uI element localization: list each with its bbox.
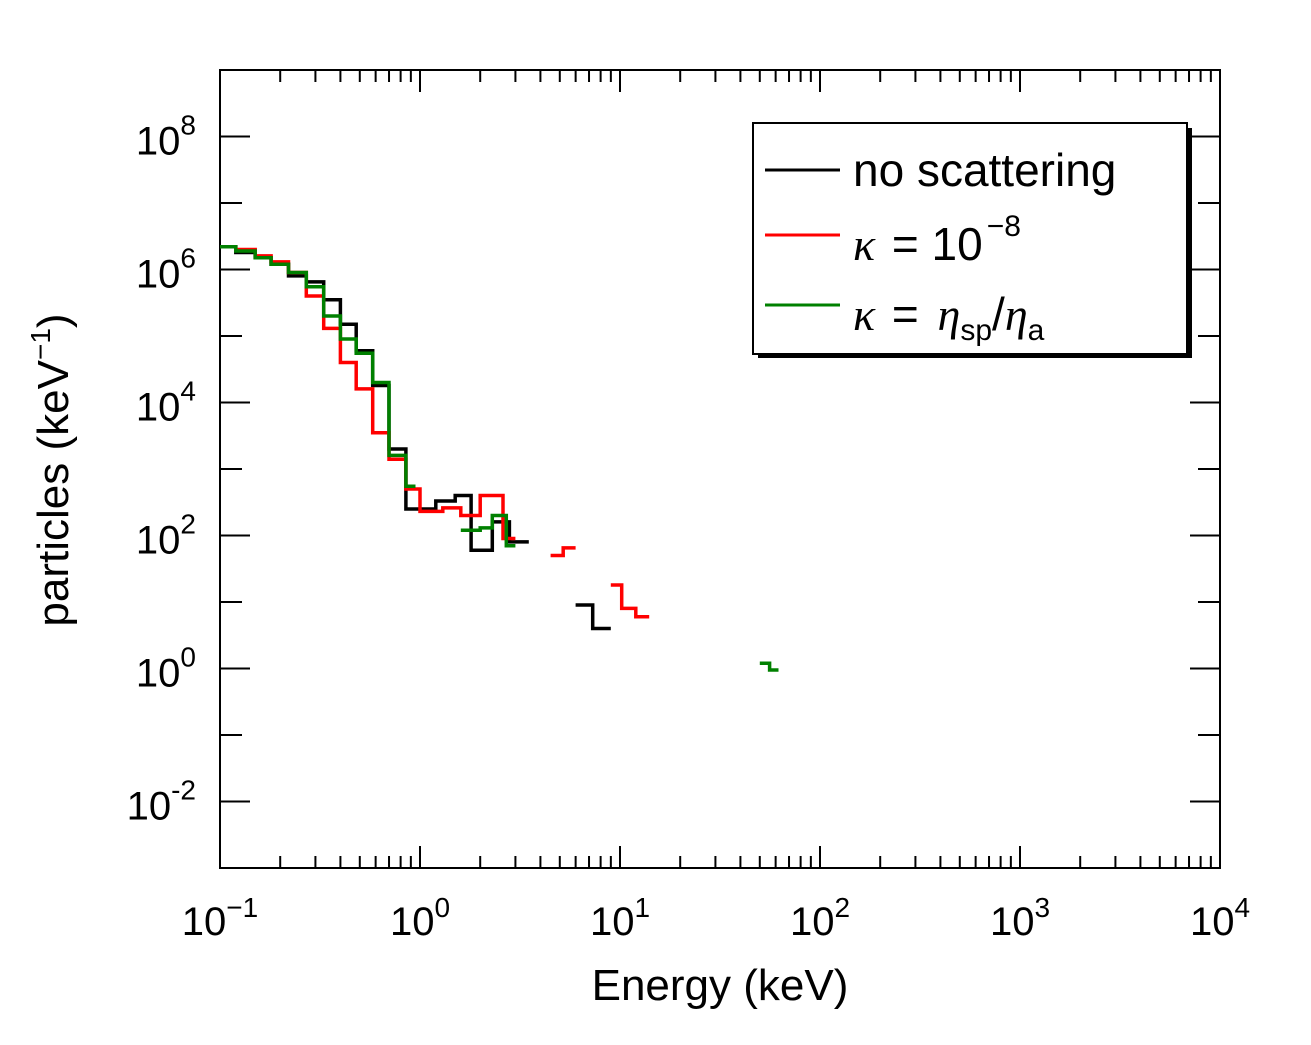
x-tick-exp: 1 (634, 892, 650, 923)
x-tick-label-5: 104 (1190, 892, 1250, 944)
y-tick-label-1: 100 (136, 642, 196, 696)
y-tick-exp: 8 (180, 110, 196, 141)
legend-slash: / (992, 288, 1005, 340)
legend-kappa-symbol-1: κ (853, 219, 876, 270)
series-layer (220, 244, 779, 672)
legend-kappa-symbol-2: κ (853, 289, 876, 340)
y-tick-label-5: 108 (136, 110, 196, 164)
y-axis-title-close: ) (29, 313, 78, 328)
x-tick-base: 10 (1190, 900, 1235, 944)
y-axis-title-group: particles (keV−1) (25, 313, 78, 626)
y-tick-base: 10 (136, 386, 181, 430)
y-tick-base: 10 (127, 785, 172, 829)
series-1-segment-2 (610, 583, 650, 619)
y-tick-exp: -2 (171, 775, 196, 806)
legend-eta-num: η (938, 289, 961, 340)
y-tick-base: 10 (136, 519, 181, 563)
x-tick-base: 10 (390, 900, 435, 944)
y-tick-base: 10 (136, 253, 181, 297)
y-tick-exp: 0 (180, 642, 196, 673)
x-tick-labels: 10−1 100 101 102 103 104 (182, 892, 1250, 944)
series-2-segment-0 (220, 244, 416, 489)
x-tick-exp: 2 (834, 892, 850, 923)
series-2-segment-2 (759, 661, 779, 672)
y-axis-title-exp: −1 (25, 328, 56, 360)
y-axis-title-main: particles (keV (29, 359, 78, 626)
x-tick-label-2: 101 (590, 892, 650, 944)
legend-eta-num-sub: sp (960, 314, 992, 347)
y-tick-label-0: 10-2 (127, 775, 196, 829)
y-tick-base: 10 (136, 120, 181, 164)
y-tick-label-4: 106 (136, 243, 196, 297)
x-tick-label-4: 103 (990, 892, 1050, 944)
x-tick-label-0: 10−1 (182, 892, 258, 944)
legend-label-kappa-ratio: κ = ηsp/ηa (853, 288, 1045, 347)
legend-eq-2: = (892, 288, 919, 340)
y-tick-exp: 6 (180, 243, 196, 274)
y-tick-exp: 4 (180, 376, 196, 407)
legend-label-no-scattering: no scattering (853, 144, 1116, 196)
y-tick-exp: 2 (180, 509, 196, 540)
legend-eta-den: η (1005, 289, 1028, 340)
x-tick-label-3: 102 (790, 892, 850, 944)
x-tick-base: 10 (990, 900, 1035, 944)
y-tick-label-2: 102 (136, 509, 196, 563)
axis-ticks (219, 69, 1220, 869)
x-tick-exp: 0 (434, 892, 450, 923)
x-tick-exp: 4 (1234, 892, 1250, 923)
legend: no scattering κ = 10 −8 κ = ηsp/ηa (752, 122, 1192, 358)
legend-exp-1: −8 (987, 210, 1021, 243)
y-tick-base: 10 (136, 652, 181, 696)
legend-eq-1: = 10 (892, 218, 983, 270)
y-axis-title: particles (keV−1) (25, 313, 78, 626)
legend-label-kappa-1e-8: κ = 10 −8 (853, 210, 1021, 270)
series-2-segment-1 (460, 513, 516, 548)
legend-box (752, 122, 1188, 355)
series-0-segment-1 (575, 603, 611, 631)
x-tick-base: 10 (182, 900, 227, 944)
x-tick-exp: 3 (1034, 892, 1050, 923)
y-tick-label-3: 104 (136, 376, 196, 430)
x-tick-exp: −1 (226, 892, 258, 923)
x-axis-title: Energy (keV) (592, 961, 849, 1010)
legend-eta-den-sub: a (1028, 314, 1045, 347)
x-tick-base: 10 (590, 900, 635, 944)
series-1-segment-1 (550, 546, 576, 558)
x-tick-base: 10 (790, 900, 835, 944)
x-tick-label-1: 100 (390, 892, 450, 944)
